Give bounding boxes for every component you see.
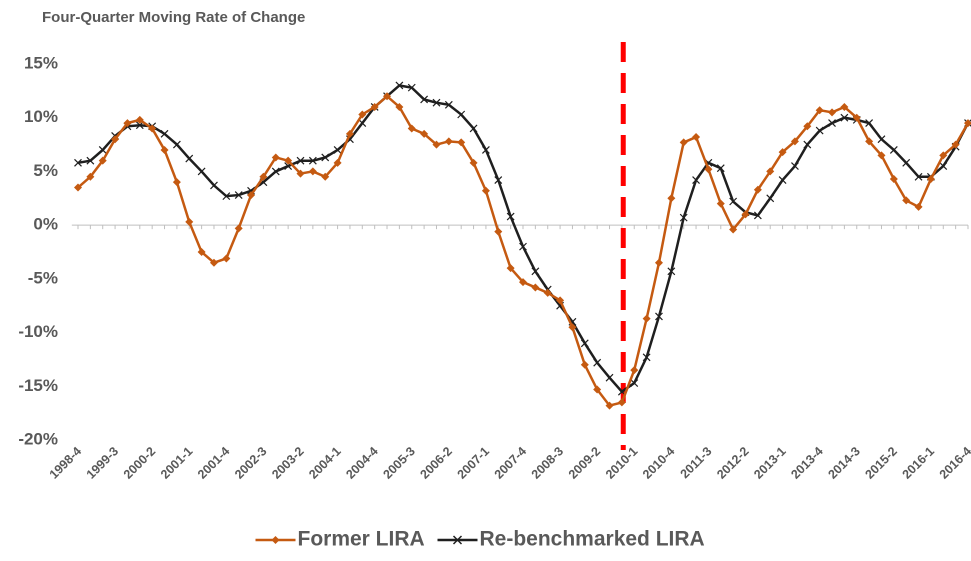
point (903, 159, 910, 166)
point (494, 228, 502, 236)
x-tick-label: 2013-4 (788, 444, 825, 481)
point (692, 133, 700, 141)
legend-item: Former LIRA (256, 528, 425, 551)
point (210, 182, 217, 189)
point (309, 167, 317, 175)
x-tick-label: 2003-2 (269, 444, 306, 481)
x-tick-label: 2008-3 (529, 444, 566, 481)
point (334, 146, 341, 153)
point (173, 141, 180, 148)
point (940, 163, 947, 170)
point (606, 374, 613, 381)
x-tick-label: 2004-4 (343, 444, 380, 481)
point (878, 136, 885, 143)
x-tick-label: 2004-1 (306, 444, 343, 481)
point (594, 359, 601, 366)
x-tick-label: 1998-4 (47, 444, 84, 481)
y-tick-label: -15% (18, 376, 58, 395)
x-tick-label: 2007-4 (492, 444, 529, 481)
point (667, 194, 675, 202)
point (173, 178, 181, 186)
x-tick-label: 2007-1 (455, 444, 492, 481)
x-tick-label: 2016-1 (900, 444, 937, 481)
y-tick-label: 10% (24, 107, 58, 126)
x-tick-label: 2015-2 (863, 444, 900, 481)
y-tick-label: 15% (24, 53, 58, 72)
point (779, 177, 786, 184)
point (482, 187, 490, 195)
y-tick-label: -20% (18, 429, 58, 448)
x-tick-label: 2012-2 (714, 444, 751, 481)
x-tick-label: 2013-1 (751, 444, 788, 481)
x-tick-label: 2011-3 (678, 444, 715, 481)
y-tick-label: -10% (18, 322, 58, 341)
point (680, 138, 688, 146)
point (161, 130, 168, 137)
y-tick-label: 0% (33, 215, 58, 234)
legend-item: Re-benchmarked LIRA (438, 528, 705, 551)
x-tick-label: 2016-4 (937, 444, 971, 481)
point (717, 200, 725, 208)
x-tick-label: 2014-3 (825, 444, 862, 481)
y-tick-label: -5% (28, 268, 58, 287)
legend-marker (272, 536, 280, 544)
series-line (78, 85, 968, 391)
point (816, 127, 823, 134)
point (890, 146, 897, 153)
point (767, 195, 774, 202)
x-tick-label: 2010-4 (640, 444, 677, 481)
x-tick-label: 2006-2 (418, 444, 455, 481)
x-tick-label: 2009-2 (566, 444, 603, 481)
point (445, 137, 453, 145)
point (99, 146, 106, 153)
point (458, 111, 465, 118)
x-tick-label: 1999-3 (84, 444, 121, 481)
point (643, 315, 651, 323)
point (630, 366, 638, 374)
point (222, 254, 230, 262)
chart-title: Four-Quarter Moving Rate of Change (42, 9, 305, 26)
x-tick-label: 2000-2 (121, 444, 158, 481)
point (655, 259, 663, 267)
point (828, 108, 836, 116)
series-line (78, 96, 968, 405)
legend-label: Re-benchmarked LIRA (480, 528, 705, 551)
x-tick-label: 2005-3 (380, 444, 417, 481)
legend-label: Former LIRA (298, 528, 425, 551)
point (531, 283, 539, 291)
x-tick-label: 2001-4 (195, 444, 232, 481)
point (198, 168, 205, 175)
y-tick-label: 5% (33, 161, 58, 180)
x-tick-label: 2001-1 (158, 444, 195, 481)
x-tick-label: 2002-3 (232, 444, 269, 481)
point (186, 155, 193, 162)
